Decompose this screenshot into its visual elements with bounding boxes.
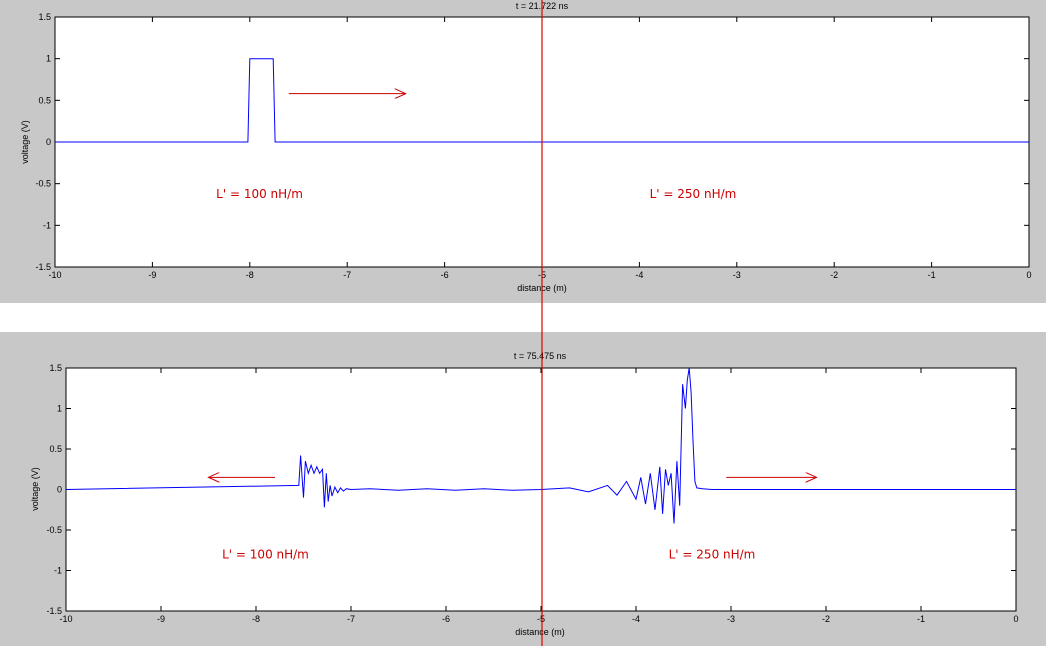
y-tick-label: 0.5	[38, 95, 51, 105]
annotations-bottom: L' = 100 nH/m L' = 250 nH/m	[209, 477, 817, 561]
x-tick-label: -1	[928, 270, 936, 280]
y-tick-label: 0	[46, 137, 51, 147]
annotation-label: L' = 100 nH/m	[222, 547, 309, 561]
x-tick-label: 0	[1013, 614, 1018, 624]
y-tick-label: 1.5	[49, 363, 62, 373]
chart-title-bottom: t = 75.475 ns	[514, 351, 567, 361]
x-tick-label: -7	[347, 614, 355, 624]
x-tick-label: -4	[632, 614, 640, 624]
annotations-top: L' = 100 nH/m L' = 250 nH/m	[216, 94, 736, 201]
y-tick-label: 0.5	[49, 444, 62, 454]
y-tick-label: -1.5	[46, 606, 62, 616]
y-tick-label: -1	[43, 220, 51, 230]
y-tick-label: -1	[54, 566, 62, 576]
x-tick-label: -10	[59, 614, 72, 624]
x-tick-label: -3	[733, 270, 741, 280]
annotation-label: L' = 100 nH/m	[216, 187, 303, 201]
x-tick-label: -8	[246, 270, 254, 280]
ticks-bottom: -10 -9 -8 -7 -6 -5 -4 -3 -2 -1 01.510.50-0.5-1-1.5	[46, 363, 1018, 624]
x-tick-label: -2	[830, 270, 838, 280]
x-tick-label: -6	[442, 614, 450, 624]
series-line	[65, 367, 1016, 524]
y-tick-label: -0.5	[35, 179, 51, 189]
x-tick-label: -5	[537, 614, 545, 624]
x-tick-label: -4	[635, 270, 643, 280]
x-tick-label: -9	[157, 614, 165, 624]
annotation-label: L' = 250 nH/m	[669, 547, 756, 561]
y-tick-label: 1.5	[38, 12, 51, 22]
x-tick-label: -10	[48, 270, 61, 280]
series-line	[55, 58, 1029, 143]
y-axis-label-top: voltage (V)	[20, 120, 30, 164]
series-top	[55, 58, 1029, 143]
annotation-label: L' = 250 nH/m	[650, 187, 737, 201]
x-tick-label: -7	[343, 270, 351, 280]
x-tick-label: -2	[822, 614, 830, 624]
x-tick-label: 0	[1026, 270, 1031, 280]
chart-top: t = 21.722 ns distance (m) voltage (V) -…	[20, 1, 1032, 293]
x-tick-label: -8	[252, 614, 260, 624]
y-tick-label: 1	[46, 54, 51, 64]
series-bottom	[65, 367, 1016, 524]
y-tick-label: -1.5	[35, 262, 51, 272]
y-tick-label: 0	[57, 485, 62, 495]
x-tick-label: -6	[441, 270, 449, 280]
x-tick-label: -9	[148, 270, 156, 280]
x-axis-label-bottom: distance (m)	[515, 627, 565, 637]
chart-bottom: t = 75.475 ns distance (m) voltage (V) -…	[30, 351, 1019, 637]
y-tick-label: -0.5	[46, 525, 62, 535]
y-tick-label: 1	[57, 404, 62, 414]
x-tick-label: -1	[917, 614, 925, 624]
x-tick-label: -3	[727, 614, 735, 624]
y-axis-label-bottom: voltage (V)	[30, 467, 40, 511]
